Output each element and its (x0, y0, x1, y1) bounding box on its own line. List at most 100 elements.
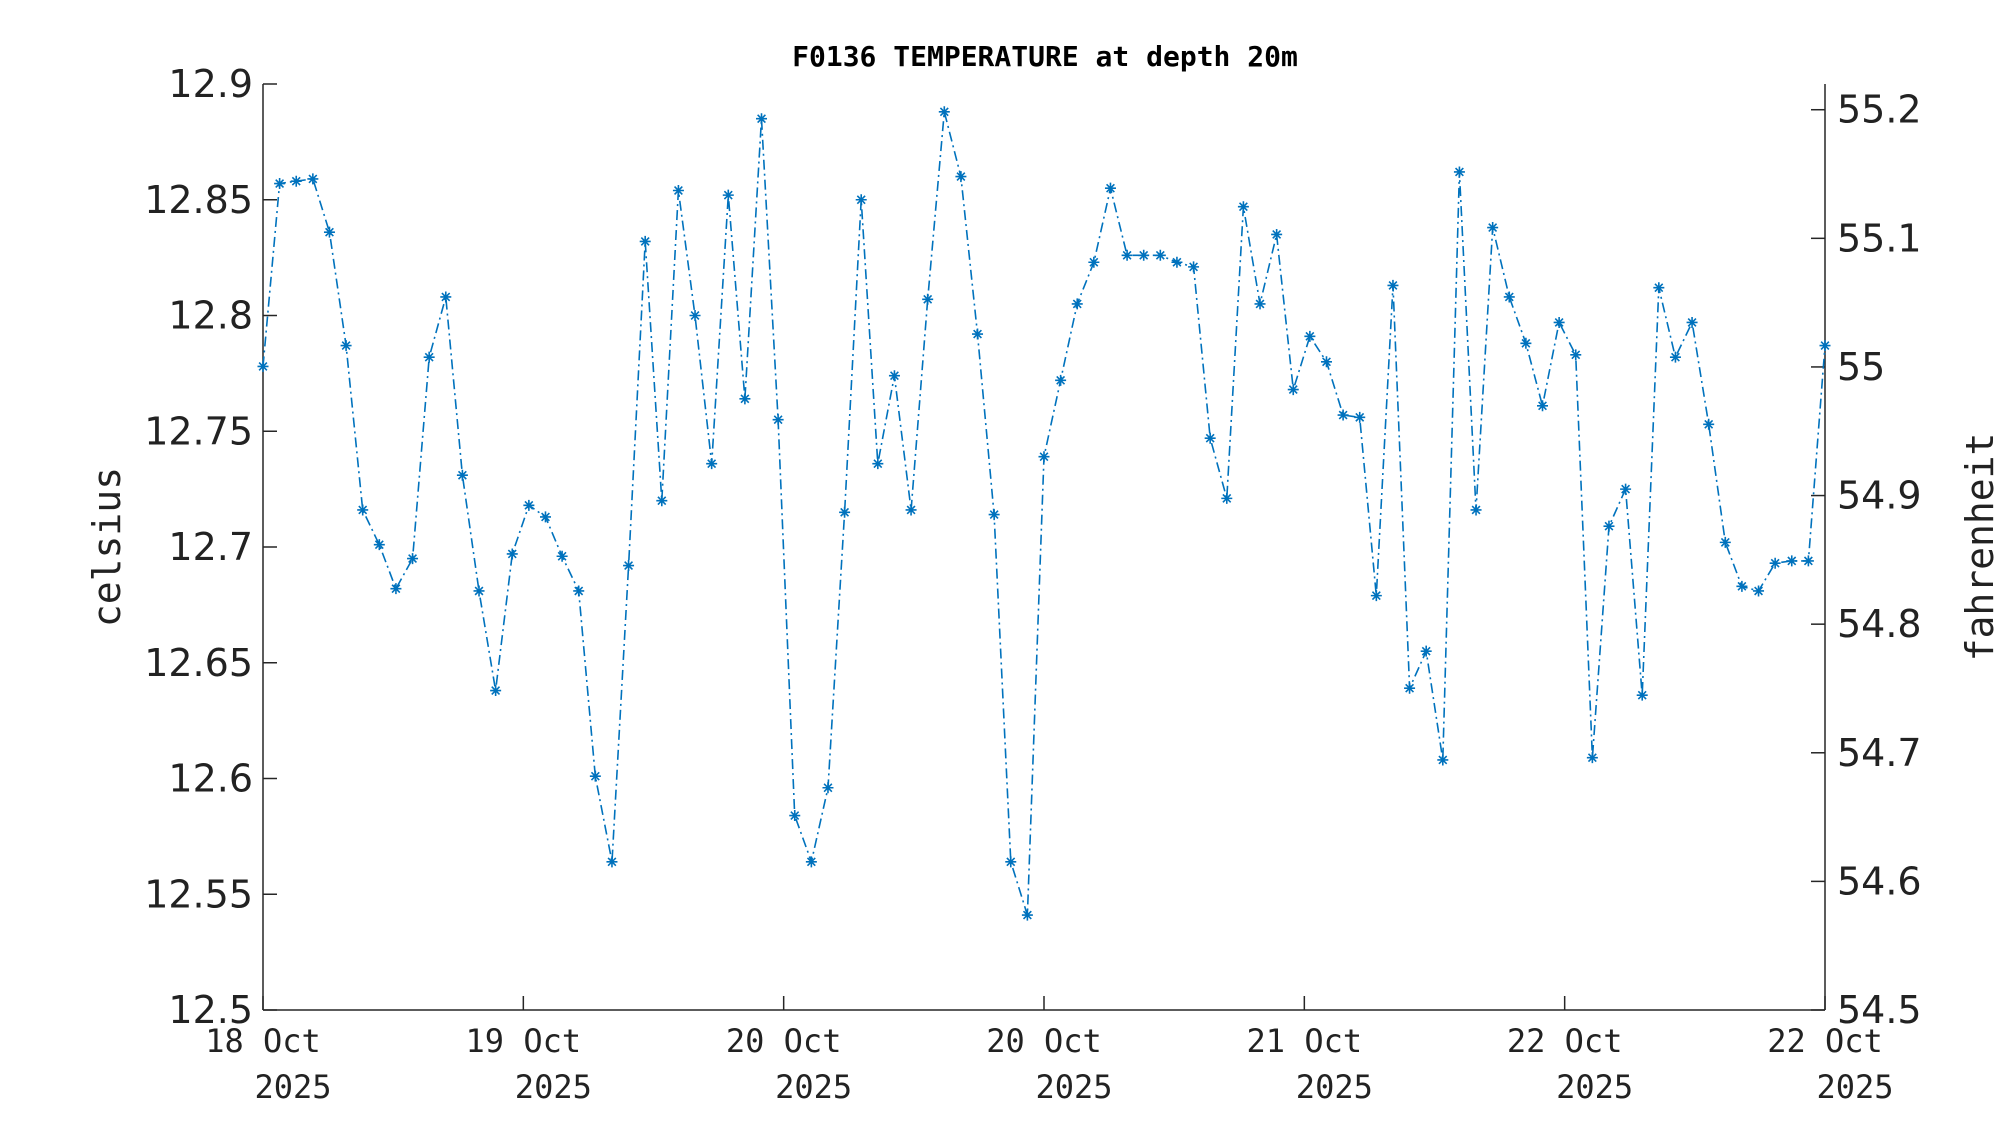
data-point (323, 226, 335, 238)
x-tick-label: 22 Oct (1507, 1022, 1623, 1060)
data-point (423, 351, 435, 363)
right-tick-label: 54.6 (1837, 859, 1922, 903)
data-point (1603, 520, 1615, 532)
plot-axes (262, 84, 1826, 1011)
data-point (1287, 384, 1299, 396)
data-point (872, 458, 884, 470)
x-tick-year-label: 2025 (515, 1068, 592, 1106)
data-point (490, 685, 502, 697)
data-point (1221, 492, 1233, 504)
data-point (1669, 351, 1681, 363)
x-tick-label: 22 Oct (1767, 1022, 1883, 1060)
data-point (789, 810, 801, 822)
data-point (1304, 330, 1316, 342)
data-point (1487, 222, 1499, 234)
data-point (440, 291, 452, 303)
data-point (706, 458, 718, 470)
data-point (1337, 409, 1349, 421)
left-tick-label: 12.85 (144, 178, 253, 222)
data-point (1786, 555, 1798, 567)
chart-title: F0136 TEMPERATURE at depth 20m (792, 40, 1298, 73)
data-point (1703, 418, 1715, 430)
left-tick-label: 12.9 (168, 62, 253, 106)
data-point (1188, 261, 1200, 273)
x-tick-label: 18 Oct (205, 1022, 321, 1060)
data-point (1819, 340, 1831, 352)
data-point (1021, 909, 1033, 921)
data-point (822, 782, 834, 794)
data-point (357, 504, 369, 516)
data-point (1404, 682, 1416, 694)
right-tick-label: 55.1 (1837, 216, 1922, 260)
right-tick-label: 54.5 (1837, 988, 1922, 1032)
data-point (1503, 291, 1515, 303)
data-point (905, 504, 917, 516)
data-point (855, 194, 867, 206)
data-point (922, 293, 934, 305)
data-point (290, 175, 302, 187)
series-line (262, 111, 1826, 916)
data-point (1736, 580, 1748, 592)
x-tick-year-label: 2025 (1296, 1068, 1373, 1106)
data-point (1204, 432, 1216, 444)
data-point (756, 113, 768, 125)
data-point (938, 106, 950, 118)
left-tick-label: 12.7 (168, 525, 253, 569)
x-tick-year-label: 2025 (254, 1068, 331, 1106)
data-point (689, 310, 701, 321)
y-axis-label-right: fahrenheit (1958, 433, 2000, 662)
data-point (722, 189, 734, 201)
right-tick-label: 55 (1837, 345, 1885, 389)
data-point (1719, 536, 1731, 548)
data-point (1104, 182, 1116, 194)
data-point (1088, 256, 1100, 268)
x-tick-label: 20 Oct (986, 1022, 1102, 1060)
x-tick-label: 21 Oct (1247, 1022, 1363, 1060)
data-point (805, 856, 817, 868)
data-point (606, 856, 618, 868)
data-point (1320, 356, 1332, 368)
left-tick-label: 12.6 (168, 757, 253, 801)
data-point (639, 235, 651, 247)
data-point (1138, 249, 1150, 261)
data-point (1354, 411, 1366, 423)
data-point (573, 585, 585, 597)
series-temperature (257, 106, 1831, 921)
data-point (1769, 557, 1781, 569)
data-point (1038, 451, 1050, 463)
data-point (589, 770, 601, 782)
data-point (539, 511, 551, 523)
data-point (972, 328, 984, 340)
data-point (456, 469, 468, 481)
data-point (672, 184, 684, 196)
data-point (473, 585, 485, 597)
data-point (1254, 298, 1266, 310)
data-point (1055, 374, 1067, 386)
data-point (1620, 483, 1632, 495)
data-point (1686, 316, 1698, 328)
data-point (1071, 298, 1083, 310)
data-point (1537, 400, 1549, 412)
data-point (739, 393, 751, 405)
data-point (523, 499, 535, 511)
right-tick-label: 54.8 (1837, 602, 1922, 646)
data-point (1121, 249, 1133, 261)
left-tick-label: 12.5 (168, 988, 253, 1032)
data-point (1005, 856, 1017, 868)
left-tick-label: 12.75 (144, 409, 253, 453)
data-point (888, 370, 900, 382)
left-y-ticks: 12.5 12.55 12.6 12.65 12.7 12.75 12.8 12.85 12.9 (144, 62, 277, 1032)
data-point (1171, 256, 1183, 268)
right-tick-label: 54.9 (1837, 474, 1922, 518)
x-ticks: 18 Oct 2025 19 Oct 2025 20 Oct 2025 20 Oct 2025… (205, 996, 1894, 1106)
data-point (955, 171, 967, 183)
data-point (257, 360, 269, 372)
data-point (623, 560, 635, 572)
data-point (1586, 752, 1598, 764)
data-point (1802, 555, 1814, 567)
data-point (772, 414, 784, 426)
data-point (274, 178, 286, 190)
data-point (1420, 645, 1432, 657)
left-tick-label: 12.55 (144, 872, 253, 916)
